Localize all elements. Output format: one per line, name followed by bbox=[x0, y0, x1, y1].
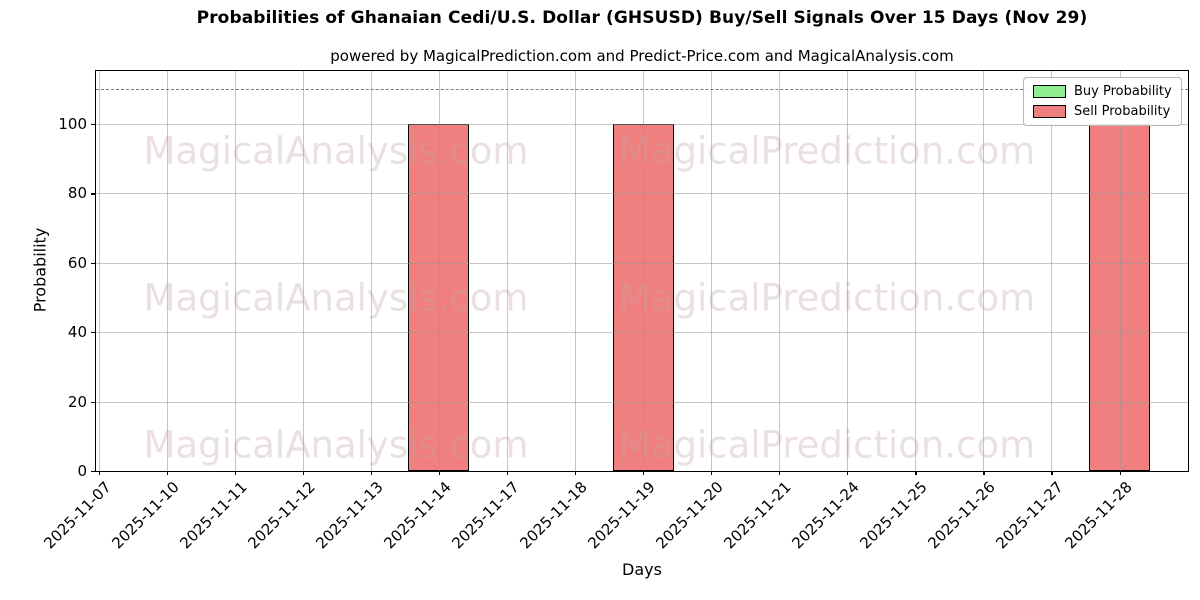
y-gridline bbox=[96, 193, 1188, 195]
x-gridline bbox=[1119, 71, 1121, 471]
plot-area: MagicalAnalysis.com MagicalPrediction.com… bbox=[95, 70, 1189, 472]
x-tick-mark bbox=[506, 471, 509, 475]
watermark-text: MagicalPrediction.com bbox=[618, 276, 1036, 320]
watermark-text: MagicalAnalysis.com bbox=[143, 129, 529, 173]
y-gridline bbox=[96, 401, 1188, 403]
y-tick-label: 20 bbox=[67, 392, 87, 411]
x-tick-mark bbox=[166, 471, 168, 475]
x-tick-mark bbox=[779, 471, 781, 475]
y-tick-label: 80 bbox=[67, 184, 87, 203]
x-tick-mark bbox=[711, 471, 713, 475]
y-tick-label: 0 bbox=[77, 462, 87, 480]
x-gridline bbox=[370, 71, 372, 471]
x-axis-label: Days bbox=[622, 560, 662, 579]
legend-label: Sell Probability bbox=[1074, 104, 1171, 119]
x-gridline bbox=[711, 71, 713, 471]
watermark-text: MagicalAnalysis.com bbox=[143, 276, 529, 320]
y-tick-mark bbox=[91, 124, 95, 126]
x-tick-mark bbox=[983, 471, 985, 475]
chart-title: Probabilities of Ghanaian Cedi/U.S. Doll… bbox=[196, 8, 1088, 28]
x-gridline bbox=[302, 71, 304, 471]
y-tick-mark bbox=[91, 262, 95, 264]
y-gridline bbox=[96, 332, 1188, 334]
y-gridline bbox=[96, 124, 1188, 125]
y-tick-label: 60 bbox=[67, 253, 87, 272]
watermark-text: MagicalPrediction.com bbox=[618, 129, 1036, 173]
x-tick-mark bbox=[1119, 471, 1121, 475]
x-tick-mark bbox=[302, 471, 304, 475]
watermark-text: MagicalAnalysis.com bbox=[143, 423, 529, 467]
x-tick-mark bbox=[643, 471, 645, 475]
y-tick-label: 40 bbox=[67, 323, 87, 342]
x-tick-mark bbox=[370, 471, 372, 475]
x-tick-mark bbox=[98, 471, 100, 475]
y-tick-mark bbox=[91, 193, 95, 195]
x-gridline bbox=[1051, 71, 1053, 471]
legend-swatch bbox=[1033, 85, 1066, 98]
x-gridline bbox=[574, 71, 576, 471]
legend-box: Buy Probability Sell Probability bbox=[1023, 77, 1182, 126]
legend-row: Buy Probability bbox=[1033, 84, 1172, 99]
y-tick-mark bbox=[91, 471, 95, 473]
x-tick-mark bbox=[574, 471, 577, 475]
y-tick-mark bbox=[91, 332, 95, 334]
legend-row: Sell Probability bbox=[1033, 104, 1172, 119]
x-tick-mark bbox=[234, 471, 236, 475]
y-gridline bbox=[96, 262, 1188, 264]
x-gridline bbox=[643, 71, 645, 471]
threshold-line bbox=[96, 89, 1188, 91]
x-gridline bbox=[779, 71, 781, 471]
legend-label: Buy Probability bbox=[1074, 84, 1172, 99]
legend-swatch bbox=[1033, 105, 1066, 118]
x-tick-mark bbox=[847, 471, 849, 475]
x-gridline bbox=[983, 71, 985, 471]
watermark-text: MagicalPrediction.com bbox=[618, 423, 1036, 467]
y-tick-label: 100 bbox=[58, 115, 87, 133]
x-gridline bbox=[847, 71, 849, 471]
y-tick-mark bbox=[91, 401, 95, 403]
x-gridline bbox=[506, 71, 508, 471]
x-gridline bbox=[915, 71, 917, 471]
x-gridline bbox=[438, 71, 440, 471]
x-tick-mark bbox=[438, 471, 441, 475]
x-gridline bbox=[234, 71, 236, 471]
x-tick-mark bbox=[915, 471, 917, 475]
chart-subtitle: powered by MagicalPrediction.com and Pre… bbox=[330, 47, 954, 65]
x-gridline bbox=[98, 71, 100, 471]
plot-canvas: MagicalAnalysis.com MagicalPrediction.com… bbox=[96, 71, 1188, 471]
x-tick-mark bbox=[1051, 471, 1053, 475]
x-gridline bbox=[166, 71, 168, 471]
